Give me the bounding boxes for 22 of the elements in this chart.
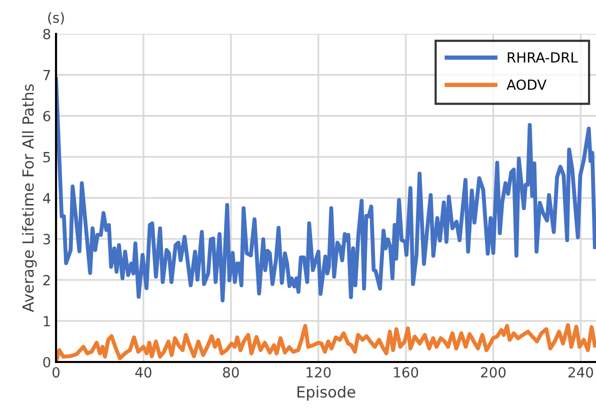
x-tick-label: 120 (306, 367, 331, 378)
legend-label: RHRA-DRL (508, 52, 578, 62)
y-tick-label: 4 (43, 193, 50, 204)
y-tick-label: 7 (43, 70, 50, 80)
x-tick-label: 40 (135, 367, 152, 378)
y-axis-title: Average Lifetime For All Paths (22, 84, 37, 312)
legend-label: AODV (506, 79, 546, 90)
x-axis-title: Episode (298, 386, 356, 401)
y-tick-label: 3 (43, 234, 50, 244)
x-tick-label: 200 (481, 367, 506, 378)
y-tick-label: 6 (43, 110, 50, 122)
y-tick-label: 5 (43, 152, 50, 162)
x-tick-label: 0 (52, 367, 60, 378)
y-tick-label: 2 (43, 274, 50, 286)
text: (s) (48, 12, 64, 24)
x-tick-label: 80 (223, 367, 239, 378)
y-tick-label: 0 (43, 356, 50, 368)
x-tick-label: 160 (394, 367, 418, 378)
y-tick-label: 8 (43, 28, 50, 40)
x-tick-label: 240 (568, 367, 594, 378)
y-tick-label: 1 (44, 316, 50, 326)
line-series (56, 77, 596, 302)
